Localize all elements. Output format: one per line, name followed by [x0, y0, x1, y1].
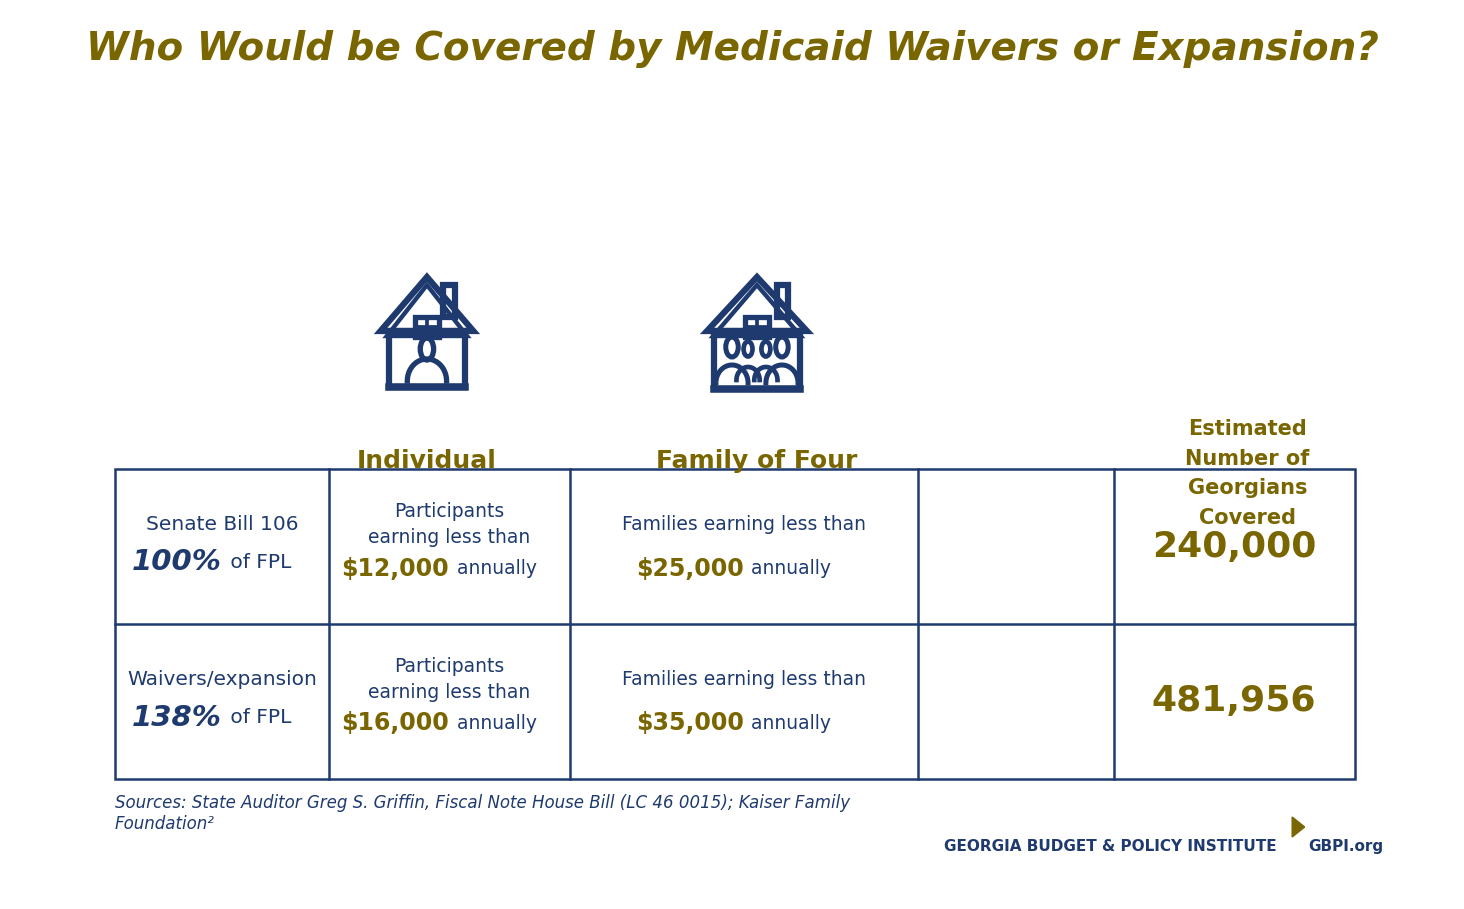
Text: 240,000: 240,000: [1152, 530, 1316, 564]
Bar: [714, 331, 799, 389]
Text: 100%: 100%: [132, 548, 221, 576]
Text: 481,956: 481,956: [1152, 684, 1316, 718]
Text: Families earning less than: Families earning less than: [622, 515, 865, 534]
Text: Participants
earning less than: Participants earning less than: [367, 502, 530, 547]
Text: Sources: State Auditor Greg S. Griffin, Fiscal Note House Bill (LC 46 0015); Kai: Sources: State Auditor Greg S. Griffin, …: [114, 794, 851, 833]
Text: Waivers/expansion: Waivers/expansion: [127, 670, 316, 689]
Text: $35,000: $35,000: [635, 712, 744, 735]
Text: annually: annually: [745, 559, 832, 578]
Text: Participants
earning less than: Participants earning less than: [367, 656, 530, 703]
Text: 138%: 138%: [132, 704, 221, 732]
Text: of FPL: of FPL: [224, 553, 291, 572]
Bar: [388, 331, 466, 387]
Text: Estimated
Number of
Georgians
Covered: Estimated Number of Georgians Covered: [1186, 419, 1310, 528]
Bar: [416, 317, 439, 337]
Text: $12,000: $12,000: [341, 556, 449, 581]
Text: Who Would be Covered by Medicaid Waivers or Expansion?: Who Would be Covered by Medicaid Waivers…: [85, 30, 1379, 68]
Text: annually: annually: [451, 714, 537, 733]
Text: $16,000: $16,000: [341, 712, 449, 735]
Bar: [114, 469, 1354, 779]
Text: $25,000: $25,000: [635, 556, 744, 581]
Text: Individual: Individual: [357, 449, 496, 473]
Text: of FPL: of FPL: [224, 708, 291, 727]
Text: annually: annually: [451, 559, 537, 578]
Text: Senate Bill 106: Senate Bill 106: [145, 515, 299, 534]
Polygon shape: [1293, 817, 1304, 837]
Text: GBPI.org: GBPI.org: [1309, 839, 1383, 854]
Text: GEORGIA BUDGET & POLICY INSTITUTE: GEORGIA BUDGET & POLICY INSTITUTE: [944, 839, 1277, 854]
Text: Family of Four: Family of Four: [656, 449, 858, 473]
Text: annually: annually: [745, 714, 832, 733]
Text: Families earning less than: Families earning less than: [622, 670, 865, 689]
Bar: [745, 317, 769, 337]
